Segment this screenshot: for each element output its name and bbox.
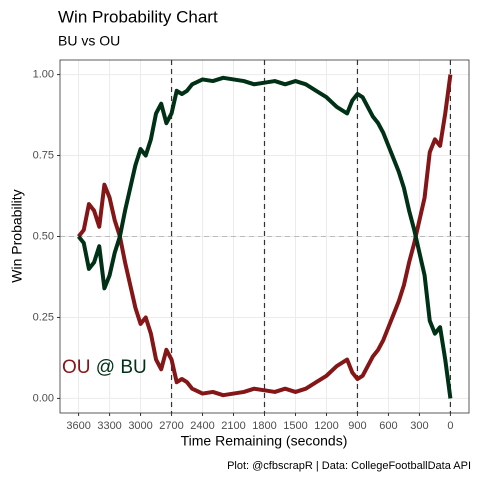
- x-tick-label: 2100: [221, 420, 245, 432]
- annotation: OU @ BU: [62, 357, 147, 378]
- x-axis-label: Time Remaining (seconds): [181, 433, 348, 449]
- chart-title: Win Probability Chart: [58, 7, 218, 26]
- y-tick-label: 1.00: [33, 68, 54, 80]
- annotation-home: BU: [120, 357, 146, 378]
- y-tick-label: 0.25: [33, 311, 54, 323]
- y-tick-label: 0.50: [33, 230, 54, 242]
- x-tick-label: 0: [447, 420, 453, 432]
- chart-subtitle: BU vs OU: [58, 33, 120, 49]
- x-tick-label: 900: [348, 420, 366, 432]
- x-tick-label: 1500: [283, 420, 307, 432]
- annotation-away: OU: [62, 357, 91, 378]
- x-tick-label: 1200: [314, 420, 338, 432]
- x-tick-label: 2700: [159, 420, 183, 432]
- x-tick-label: 600: [379, 420, 397, 432]
- x-tick-label: 3000: [128, 420, 152, 432]
- x-tick-label: 3600: [66, 420, 90, 432]
- y-tick-label: 0.00: [33, 392, 54, 404]
- caption: Plot: @cfbscrapR | Data: CollegeFootball…: [227, 460, 471, 472]
- x-tick-label: 300: [410, 420, 428, 432]
- x-tick-label: 1800: [252, 420, 276, 432]
- annotation-link: @: [96, 357, 115, 378]
- x-tick-label: 3300: [97, 420, 121, 432]
- series-line: [77, 74, 453, 398]
- x-tick-label: 2400: [190, 420, 214, 432]
- series-line: [77, 75, 453, 399]
- y-axis-label: Win Probability: [9, 189, 25, 282]
- y-tick-label: 0.75: [33, 149, 54, 161]
